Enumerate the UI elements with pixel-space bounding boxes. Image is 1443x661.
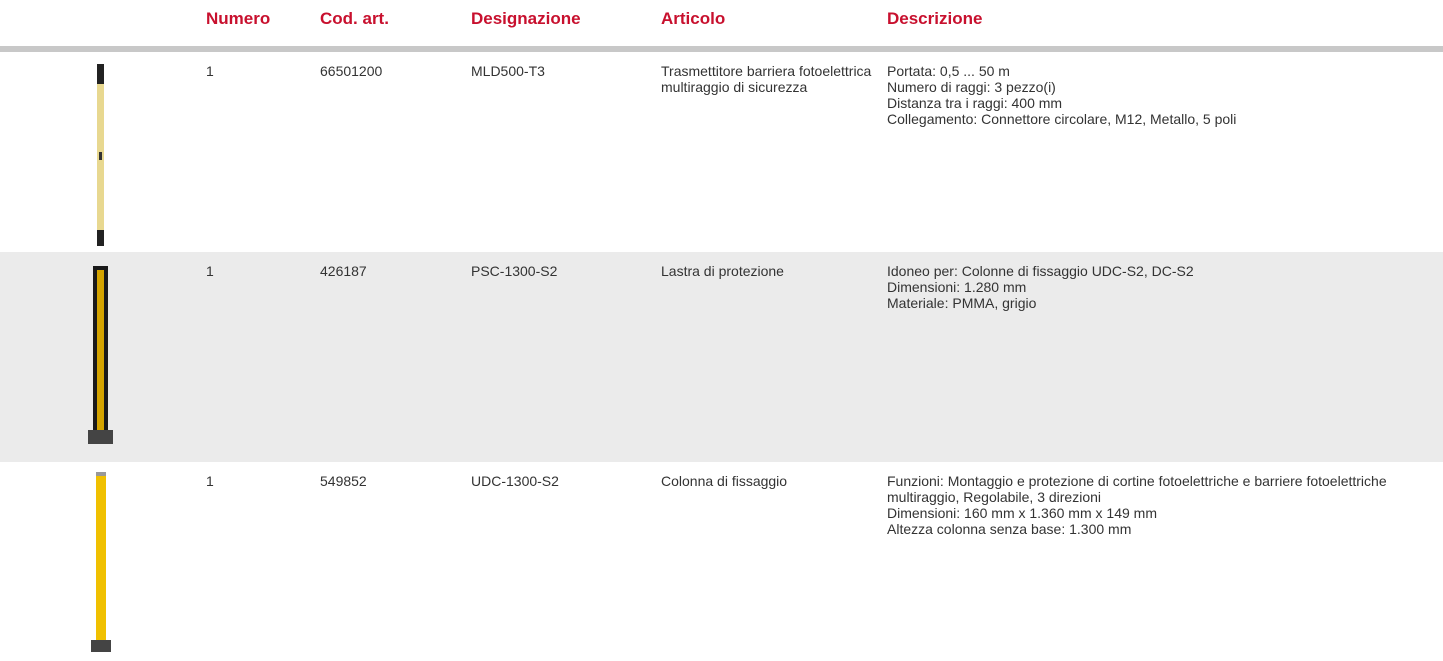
article: Colonna di fissaggio (661, 473, 788, 489)
description-line: Portata: 0,5 ... 50 m (887, 63, 1010, 79)
header: Cod. art. (320, 9, 389, 28)
row (0, 252, 1443, 462)
designation: PSC-1300-S2 (471, 263, 558, 279)
code: 426187 (320, 263, 367, 279)
header: Descrizione (887, 9, 983, 28)
product-image (97, 64, 104, 246)
description-line: Distanza tra i raggi: 400 mm (887, 95, 1063, 111)
article: Trasmettitore barriera fotoelettrica mul… (661, 63, 872, 95)
header-rule (0, 46, 1443, 52)
description-line: Funzioni: Montaggio e protezione di cort… (887, 473, 1387, 505)
header: Articolo (661, 9, 726, 28)
row (0, 462, 1443, 661)
number: 1 (206, 263, 214, 279)
code: 66501200 (320, 63, 383, 79)
header: Designazione (471, 9, 581, 28)
description-line: Altezza colonna senza base: 1.300 mm (887, 521, 1132, 537)
row (0, 52, 1443, 250)
description-line: Collegamento: Connettore circolare, M12,… (887, 111, 1237, 127)
number: 1 (206, 473, 214, 489)
code: 549852 (320, 473, 367, 489)
product-image (91, 472, 111, 652)
product-image (88, 266, 113, 444)
designation: UDC-1300-S2 (471, 473, 559, 489)
description-line: Idoneo per: Colonne di fissaggio UDC-S2,… (887, 263, 1194, 279)
description-line: Dimensioni: 160 mm x 1.360 mm x 149 mm (887, 505, 1157, 521)
designation: MLD500-T3 (471, 63, 545, 79)
header: Numero (206, 9, 271, 28)
description-line: Dimensioni: 1.280 mm (887, 279, 1027, 295)
number: 1 (206, 63, 214, 79)
article: Lastra di protezione (661, 263, 784, 279)
description-line: Materiale: PMMA, grigio (887, 295, 1037, 311)
description-line: Numero di raggi: 3 pezzo(i) (887, 79, 1056, 95)
